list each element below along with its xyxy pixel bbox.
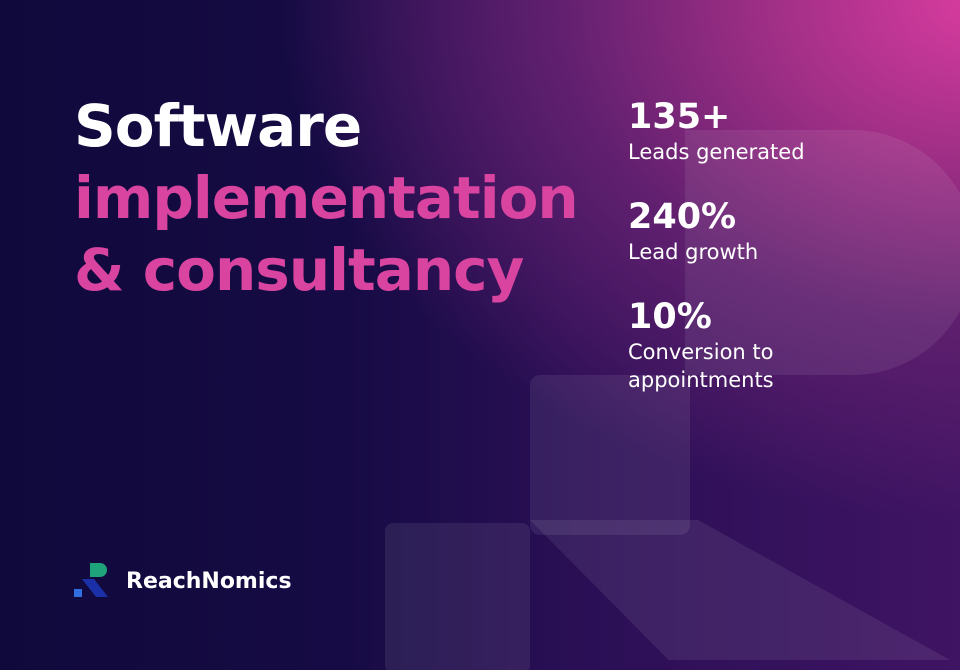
stats: 135+ Leads generated 240% Lead growth 10% Con… — [628, 96, 848, 424]
decor-shape — [530, 520, 950, 660]
headline-line: Software — [74, 92, 362, 160]
headline-line: implementation — [74, 164, 579, 232]
stat: 135+ Leads generated — [628, 96, 848, 166]
stat-label: Leads generated — [628, 140, 805, 164]
stat-value: 240% — [628, 197, 737, 237]
brand: ReachNomics — [74, 563, 292, 599]
decor-shape — [685, 130, 960, 375]
brand-name: ReachNomics — [126, 568, 292, 594]
decor-shape — [385, 523, 530, 670]
stat: 240% Lead growth — [628, 196, 848, 266]
decor-shape — [530, 375, 690, 535]
headline: Software implementation & consultancy — [74, 90, 579, 306]
headline-line: & consultancy — [74, 236, 524, 304]
stat-label: Lead growth — [628, 240, 759, 264]
logo — [74, 563, 108, 597]
stat: 10% Conversion to appointments — [628, 296, 848, 394]
stat-value: 135+ — [628, 97, 731, 137]
stat-value: 10% — [628, 297, 712, 337]
stat-label: Conversion to appointments — [628, 340, 774, 392]
